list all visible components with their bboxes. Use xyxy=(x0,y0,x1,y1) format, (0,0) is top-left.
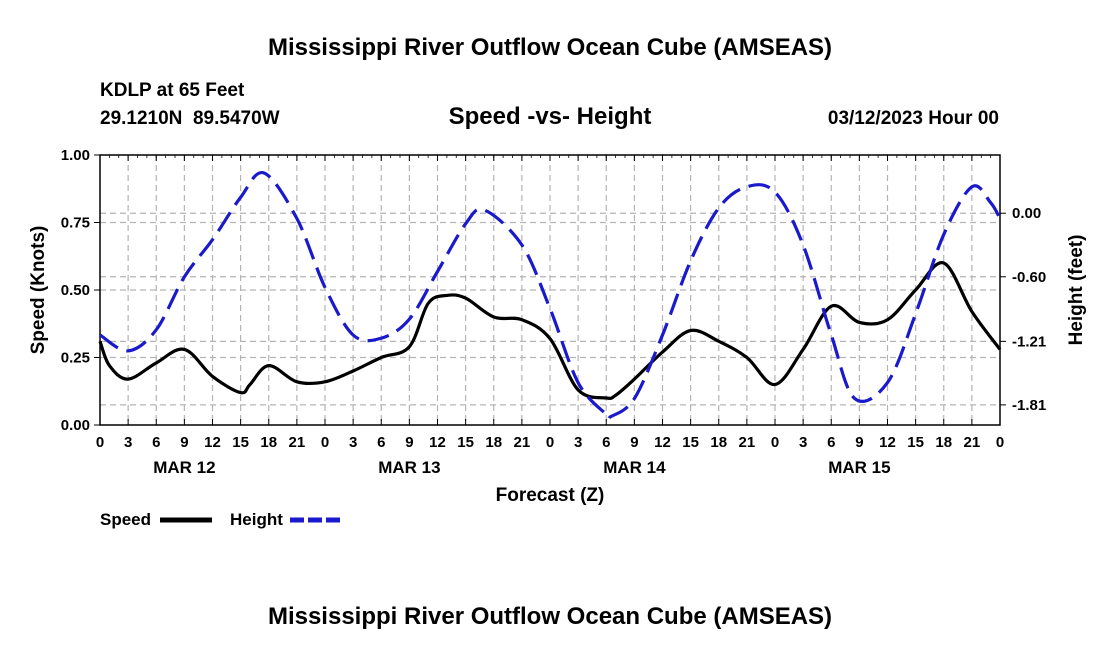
x-tick-label: 15 xyxy=(232,434,249,451)
x-tick-label: 3 xyxy=(349,434,357,451)
y2-tick-label: -0.60 xyxy=(1012,269,1046,286)
x-axis-label: Forecast (Z) xyxy=(496,485,605,506)
x-tick-label: 21 xyxy=(739,434,756,451)
chart-subtitle: Speed -vs- Height xyxy=(449,103,652,130)
date-label: MAR 15 xyxy=(828,458,890,477)
x-tick-label: 15 xyxy=(457,434,474,451)
y-tick-label: 0.75 xyxy=(61,215,90,232)
x-tick-label: 9 xyxy=(855,434,863,451)
x-tick-label: 12 xyxy=(879,434,896,451)
x-tick-label: 3 xyxy=(124,434,132,451)
date-label: MAR 12 xyxy=(153,458,215,477)
footer-title: Mississippi River Outflow Ocean Cube (AM… xyxy=(268,603,832,630)
x-tick-label: 18 xyxy=(710,434,727,451)
x-tick-label: 3 xyxy=(799,434,807,451)
grid-lines xyxy=(100,155,1000,425)
x-tick-label: 9 xyxy=(405,434,413,451)
x-tick-label: 3 xyxy=(574,434,582,451)
x-tick-label: 18 xyxy=(485,434,502,451)
x-tick-label: 9 xyxy=(630,434,638,451)
x-tick-label: 15 xyxy=(682,434,699,451)
x-tick-label: 21 xyxy=(289,434,306,451)
height-series-line xyxy=(99,170,1002,421)
x-tick-label: 21 xyxy=(964,434,981,451)
y2-tick-label: -1.21 xyxy=(1012,333,1046,350)
y-axis-label: Speed (Knots) xyxy=(28,226,49,355)
date-label: MAR 13 xyxy=(378,458,440,477)
x-tick-label: 0 xyxy=(96,434,104,451)
x-tick-label: 18 xyxy=(260,434,277,451)
x-tick-label: 12 xyxy=(654,434,671,451)
tick-labels: 0 3 6 9 12 15 18 21 0 3 6 9 12 15 18 21 0 3 6 9 12 15 18 21 0 3 6 9… xyxy=(61,147,1046,477)
speed-series-line xyxy=(98,261,1002,400)
x-tick-label: 6 xyxy=(152,434,160,451)
y-tick-label: 1.00 xyxy=(61,147,90,164)
y2-tick-label: 0.00 xyxy=(1012,205,1041,222)
x-tick-label: 0 xyxy=(996,434,1004,451)
y-tick-label: 0.25 xyxy=(61,350,90,367)
y-tick-label: 0.50 xyxy=(61,282,90,299)
series-lines xyxy=(98,170,1002,421)
x-tick-label: 18 xyxy=(935,434,952,451)
run-datetime: 03/12/2023 Hour 00 xyxy=(828,108,999,129)
x-tick-label: 12 xyxy=(204,434,221,451)
station-coords: 29.1210N 89.5470W xyxy=(100,108,280,129)
x-tick-label: 0 xyxy=(321,434,329,451)
plot-frame xyxy=(99,154,1001,426)
x-tick-label: 6 xyxy=(377,434,385,451)
station-label: KDLP at 65 Feet xyxy=(100,80,245,101)
y-tick-label: 0.00 xyxy=(61,417,90,434)
y2-axis-label: Height (feet) xyxy=(1066,235,1087,346)
y2-tick-label: -1.81 xyxy=(1012,397,1046,414)
x-tick-label: 6 xyxy=(827,434,835,451)
x-tick-label: 0 xyxy=(771,434,779,451)
x-tick-label: 0 xyxy=(546,434,554,451)
legend: Speed Height xyxy=(100,510,342,529)
page-title: Mississippi River Outflow Ocean Cube (AM… xyxy=(268,34,832,61)
x-tick-label: 15 xyxy=(907,434,924,451)
x-tick-label: 9 xyxy=(180,434,188,451)
axes xyxy=(94,154,1006,426)
legend-speed-label: Speed xyxy=(100,510,151,529)
legend-height-label: Height xyxy=(230,510,283,529)
x-tick-label: 6 xyxy=(602,434,610,451)
x-tick-label: 21 xyxy=(514,434,531,451)
date-label: MAR 14 xyxy=(603,458,666,477)
x-tick-label: 12 xyxy=(429,434,446,451)
